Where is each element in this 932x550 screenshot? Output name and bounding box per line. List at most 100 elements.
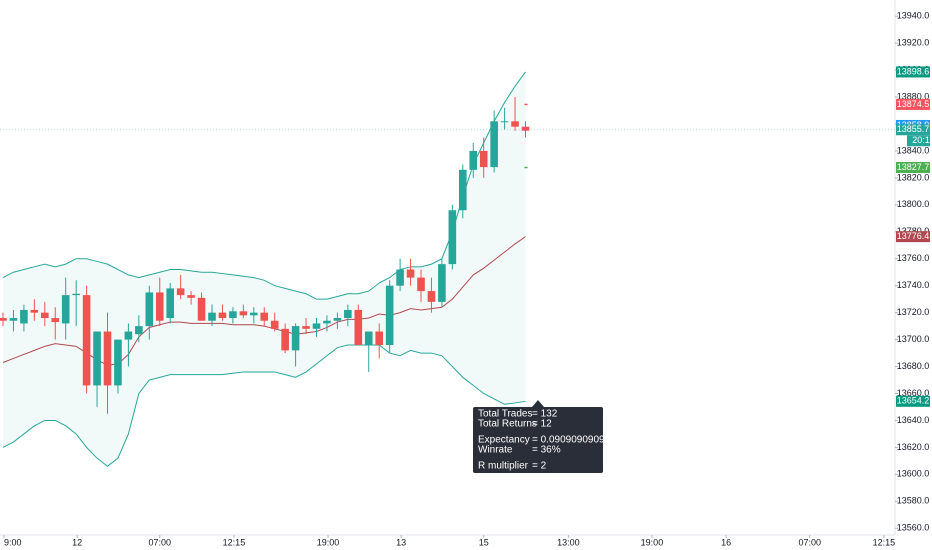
candle-body xyxy=(354,309,363,345)
candle-body xyxy=(500,121,509,123)
candle-body xyxy=(114,339,122,386)
stat-label: Winrate xyxy=(478,445,513,456)
stat-value: = 36% xyxy=(532,445,561,456)
candle-body xyxy=(51,318,60,323)
y-tick-label: 13920.0 xyxy=(897,37,930,47)
candle-body xyxy=(93,331,101,386)
y-tick-label: 13680.0 xyxy=(897,361,930,371)
countdown: 20:17 xyxy=(912,135,932,145)
candle-body xyxy=(30,309,39,313)
stat-value: = 132 xyxy=(532,409,558,420)
candle-body xyxy=(323,320,331,324)
candle-body xyxy=(239,311,248,316)
tooltip-pointer xyxy=(532,400,544,407)
candle-body xyxy=(61,295,70,324)
candle-body xyxy=(135,326,143,335)
x-tick-label: 15 xyxy=(479,537,489,547)
x-tick-label: 07:00 xyxy=(148,537,171,547)
candle-body xyxy=(82,295,91,386)
candle-body xyxy=(260,312,269,321)
candle-body xyxy=(333,318,342,321)
candle-body xyxy=(176,288,185,296)
x-tick-label: 16 xyxy=(721,537,731,547)
price-label: 13874.5 xyxy=(897,99,930,109)
y-tick-label: 13660.0 xyxy=(897,388,930,398)
price-label: 13855.7 xyxy=(897,124,930,134)
y-tick-label: 13740.0 xyxy=(897,280,930,290)
candle-body xyxy=(490,121,498,168)
x-tick-label: 07:00 xyxy=(798,537,821,547)
candle-body xyxy=(459,169,467,211)
band-lower xyxy=(2,344,526,467)
price-label-box xyxy=(896,66,930,78)
candle-body xyxy=(469,150,478,170)
y-tick-label: 13640.0 xyxy=(897,415,930,425)
price-label-box xyxy=(896,395,930,407)
candle-body xyxy=(375,331,383,345)
candle-body xyxy=(20,309,28,324)
candle-body xyxy=(511,121,519,127)
candle-body xyxy=(9,318,18,321)
candle-body xyxy=(41,312,49,319)
candle-body xyxy=(385,285,394,345)
price-label-box xyxy=(896,162,930,174)
countdown-box xyxy=(907,135,930,147)
y-tick-label: 13560.0 xyxy=(897,523,930,533)
candle-body xyxy=(448,210,457,265)
y-tick-label: 13880.0 xyxy=(897,91,930,101)
stat-value: = 0.0909090909R xyxy=(532,435,612,446)
y-tick-label: 13840.0 xyxy=(897,145,930,155)
candle-body xyxy=(406,269,415,278)
candle-body xyxy=(521,126,530,131)
stat-label: Total Trades xyxy=(478,409,532,420)
candle-body xyxy=(479,150,488,168)
candle-body xyxy=(302,326,310,329)
candle-body xyxy=(103,331,112,386)
candle-body xyxy=(291,326,300,351)
candle-body xyxy=(218,312,227,319)
y-tick-label: 13600.0 xyxy=(897,469,930,479)
stat-value: = 2 xyxy=(532,461,547,472)
y-tick-label: 13760.0 xyxy=(897,253,930,263)
y-tick-label: 13800.0 xyxy=(897,199,930,209)
stat-label: Total Returns xyxy=(478,419,537,430)
candle-body xyxy=(0,318,7,321)
candle-body xyxy=(145,292,154,327)
candle-body xyxy=(427,291,436,302)
price-label: 13654.2 xyxy=(897,396,930,406)
x-tick-label: 12:15 xyxy=(873,537,896,547)
candle-body xyxy=(281,328,289,351)
y-tick-label: 13700.0 xyxy=(897,334,930,344)
price-label-box xyxy=(896,124,930,136)
candle-body xyxy=(208,312,216,321)
candle-body xyxy=(197,297,206,321)
price-label: 13776.4 xyxy=(897,231,930,241)
candle-body xyxy=(229,311,237,319)
stat-value: = 12 xyxy=(532,419,552,430)
candle-body xyxy=(364,331,373,345)
stat-label: R multiplier xyxy=(478,461,529,472)
candle-body xyxy=(72,293,80,296)
y-tick-label: 13820.0 xyxy=(897,172,930,182)
tooltip-box xyxy=(473,407,603,473)
price-label: 13898.6 xyxy=(897,66,930,76)
x-tick-label: 9:00 xyxy=(4,537,22,547)
candle-body xyxy=(250,312,258,316)
candle-body xyxy=(166,288,174,319)
price-label-box xyxy=(896,98,930,110)
x-tick-label: 12 xyxy=(72,537,82,547)
y-tick-label: 13940.0 xyxy=(897,11,930,21)
candle-body xyxy=(312,323,321,329)
x-tick-label: 13:00 xyxy=(557,537,580,547)
price-label-box xyxy=(896,231,930,243)
candle-body xyxy=(155,292,164,321)
x-tick-label: 19:00 xyxy=(641,537,664,547)
candle-body xyxy=(417,277,425,292)
x-tick-label: 12:15 xyxy=(223,537,246,547)
band-upper xyxy=(2,71,526,300)
y-tick-label: 13580.0 xyxy=(897,496,930,506)
candle-body xyxy=(124,331,133,340)
x-tick-label: 13 xyxy=(396,537,406,547)
